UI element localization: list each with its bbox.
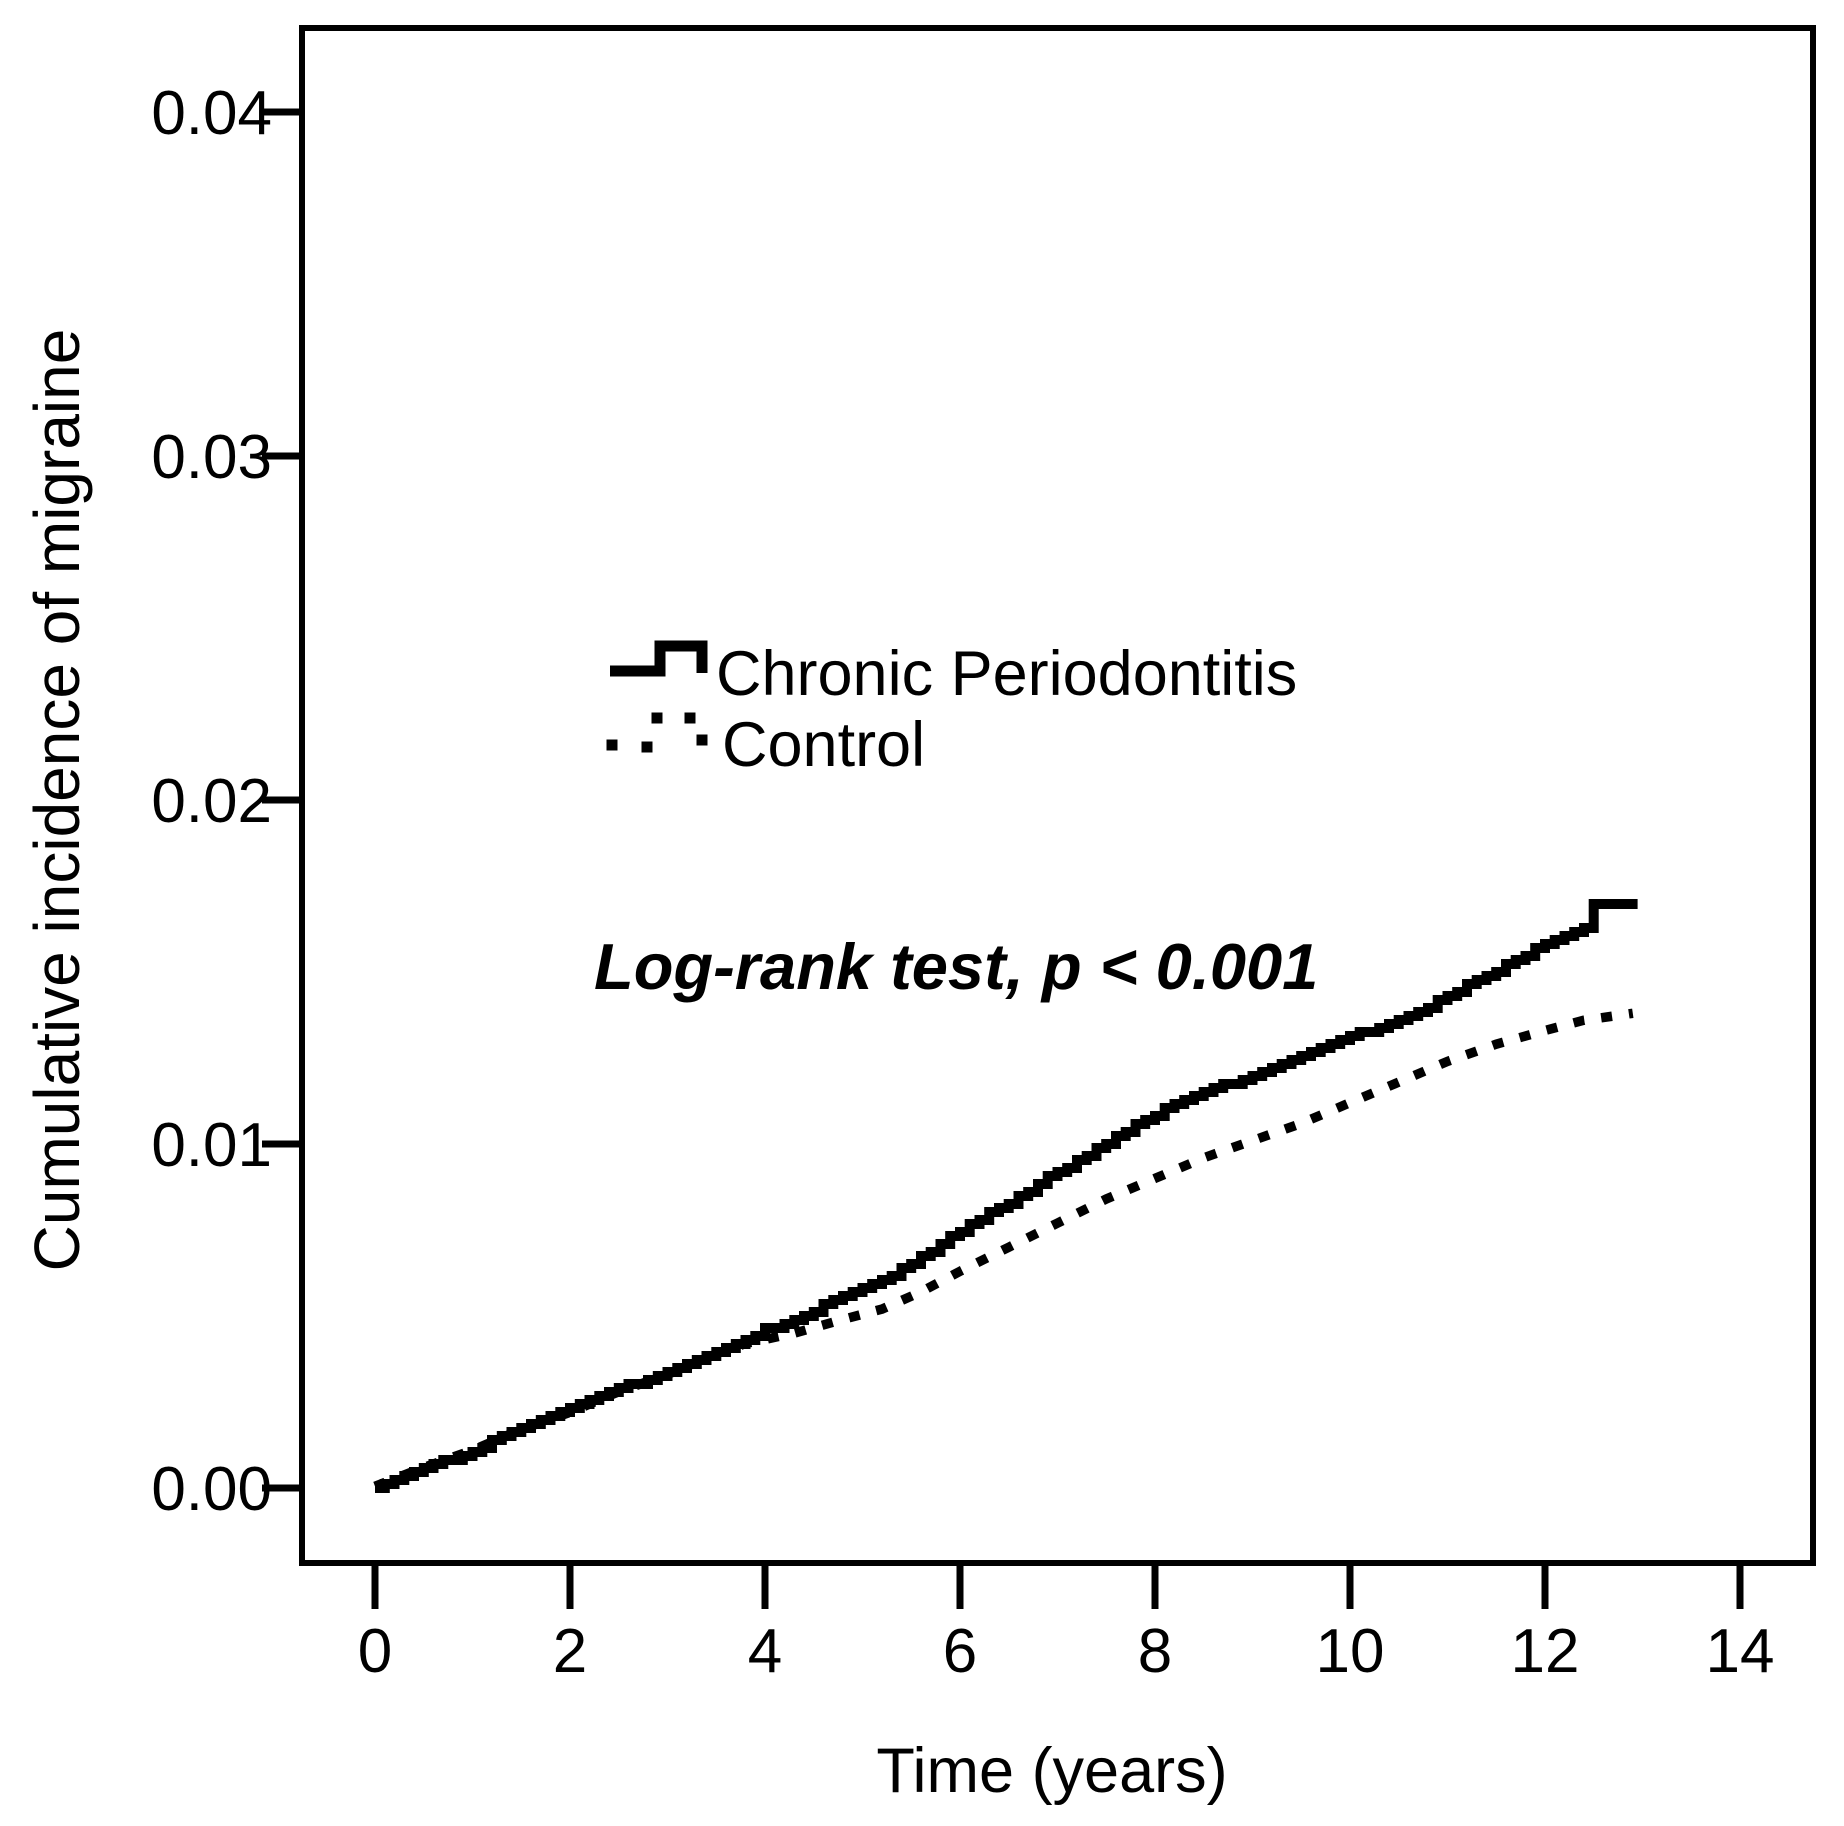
y-tick-label: 0.03 — [151, 423, 272, 492]
legend-label-control: Control — [722, 710, 926, 780]
legend-label-chronic-periodontitis: Chronic Periodontitis — [716, 639, 1298, 709]
x-tick-label: 8 — [1138, 1617, 1172, 1686]
y-tick-label: 0.04 — [151, 79, 272, 148]
legend-marker-chronic-periodontitis — [610, 640, 708, 677]
x-tick-label: 10 — [1316, 1617, 1385, 1686]
x-tick-label: 2 — [553, 1617, 587, 1686]
legend-marker-control-dot — [606, 739, 618, 751]
x-tick-label: 12 — [1511, 1617, 1580, 1686]
x-axis-label: Time (years) — [876, 1736, 1228, 1806]
plot-border — [299, 25, 1816, 1566]
y-tick-label: 0.02 — [151, 767, 272, 836]
x-tick-label: 6 — [943, 1617, 977, 1686]
legend-marker-control-dot — [696, 734, 708, 746]
y-tick-label: 0.00 — [151, 1455, 272, 1524]
x-tick-label: 4 — [748, 1617, 782, 1686]
x-tick-label: 14 — [1706, 1617, 1775, 1686]
x-tick-label: 0 — [358, 1617, 392, 1686]
annotation-logrank-test: Log-rank test, p < 0.001 — [594, 930, 1319, 1003]
series-control-line — [373, 1008, 1634, 1491]
legend-marker-control-dot — [641, 741, 653, 753]
legend-marker-control-dot — [684, 712, 696, 724]
legend-marker-control-dot — [651, 712, 663, 724]
y-axis-label: Cumulative incidence of migraine — [21, 328, 93, 1272]
y-tick-label: 0.01 — [151, 1111, 272, 1180]
